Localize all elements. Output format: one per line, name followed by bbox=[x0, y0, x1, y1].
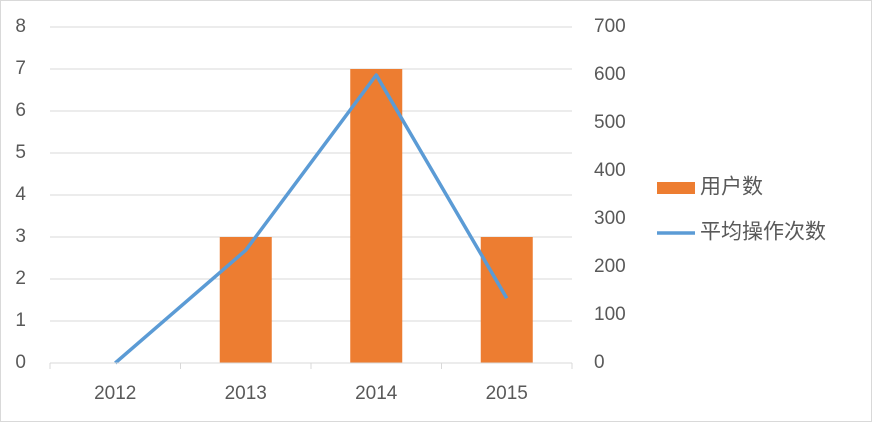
legend-label: 平均操作次数 bbox=[700, 221, 826, 244]
y2-tick-label: 700 bbox=[594, 16, 626, 37]
y2-tick-label: 0 bbox=[594, 352, 605, 373]
y2-tick-label: 100 bbox=[594, 304, 626, 325]
y2-tick-label: 300 bbox=[594, 208, 626, 229]
y-tick-label: 3 bbox=[15, 226, 26, 247]
y-tick-label: 4 bbox=[15, 184, 26, 205]
line bbox=[114, 73, 509, 365]
y-tick-label: 1 bbox=[15, 310, 26, 331]
bar bbox=[480, 237, 533, 363]
y-tick-label: 2 bbox=[15, 268, 26, 289]
x-tick-label: 2015 bbox=[486, 383, 528, 404]
bar bbox=[219, 237, 272, 363]
y2-tick-label: 500 bbox=[594, 112, 626, 133]
legend-swatch bbox=[657, 182, 695, 194]
y-tick-label: 6 bbox=[15, 100, 26, 121]
y-tick-label: 8 bbox=[15, 16, 26, 37]
bar bbox=[350, 69, 403, 363]
y2-tick-label: 400 bbox=[594, 160, 626, 181]
y-tick-label: 5 bbox=[15, 142, 26, 163]
y-tick-label: 7 bbox=[15, 58, 26, 79]
legend-label: 用户数 bbox=[700, 176, 763, 199]
y2-tick-label: 600 bbox=[594, 64, 626, 85]
y2-tick-label: 200 bbox=[594, 256, 626, 277]
x-tick-label: 2012 bbox=[94, 383, 136, 404]
x-tick-label: 2014 bbox=[355, 383, 398, 404]
y-tick-label: 0 bbox=[15, 352, 26, 373]
x-tick-label: 2013 bbox=[225, 383, 267, 404]
